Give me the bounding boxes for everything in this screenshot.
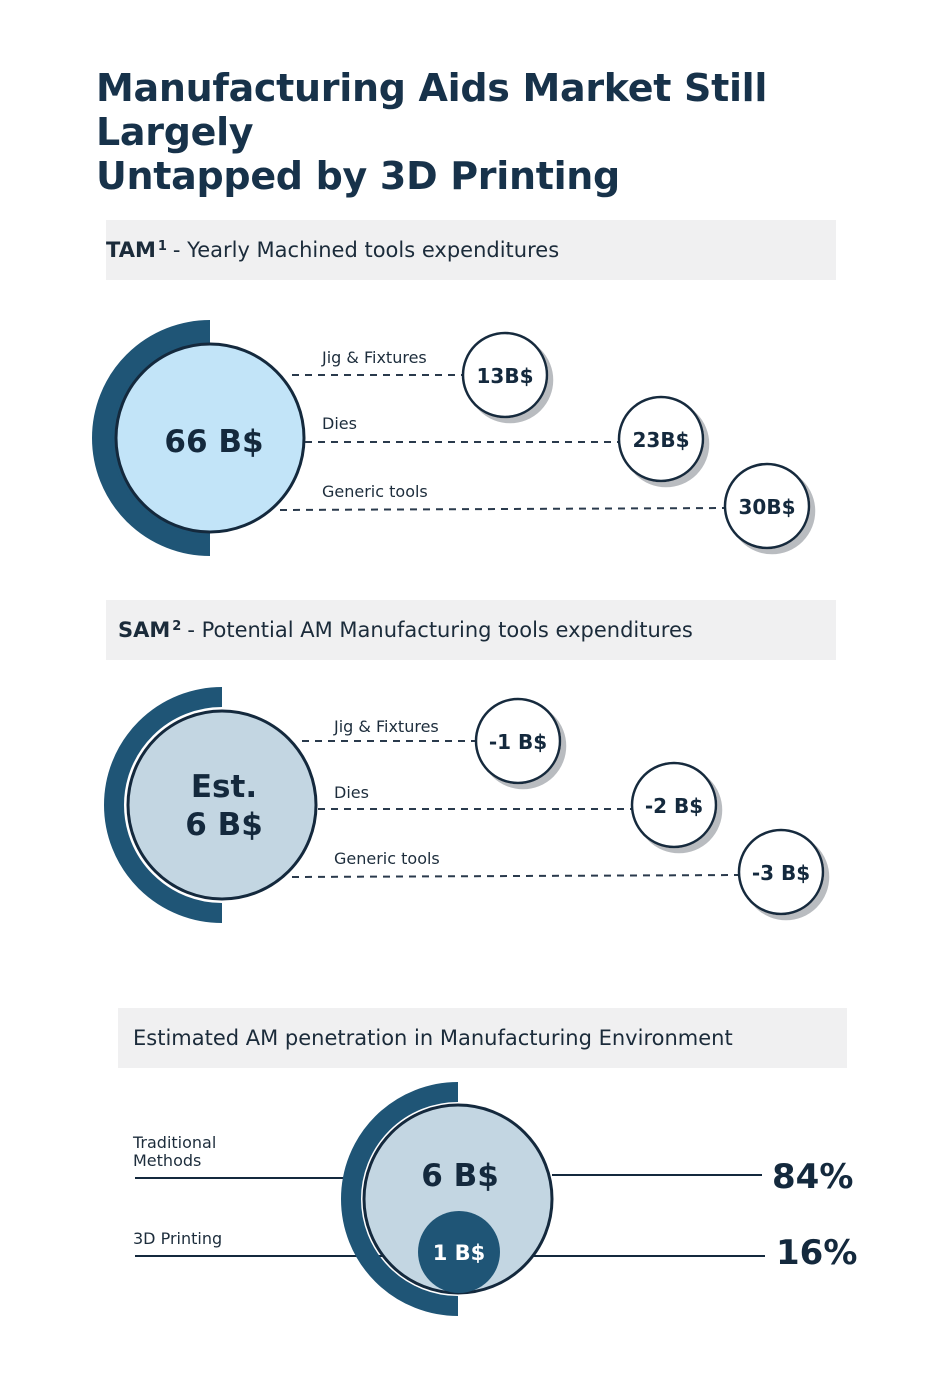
tam-circle-body xyxy=(114,342,306,534)
title-line-1: Manufacturing Aids Market Still Largely xyxy=(96,66,768,154)
penetration-header: Estimated AM penetration in Manufacturin… xyxy=(118,1008,847,1068)
sam-label-generic-tools: Generic tools xyxy=(334,849,440,868)
page-title: Manufacturing Aids Market Still Largely … xyxy=(96,66,896,198)
sam-value-jig-fixtures: -1 B$ xyxy=(489,730,547,754)
am-share-value: 1 B$ xyxy=(433,1241,486,1265)
penetration-circle-body xyxy=(362,1103,554,1295)
sam-total-line-1: Est. xyxy=(191,769,257,805)
am-percentage: 16% xyxy=(776,1233,857,1273)
tam-description: - Yearly Machined tools expenditures xyxy=(172,238,560,262)
tam-value-bubble-generic-tools: 30B$ xyxy=(723,462,811,550)
tam-value-bubble-dies: 23B$ xyxy=(617,395,705,483)
tam-value-bubble-jig-fixtures: 13B$ xyxy=(461,331,549,419)
sam-label-dies: Dies xyxy=(334,783,369,802)
tam-header: TAM 1 - Yearly Machined tools expenditur… xyxy=(106,220,836,280)
traditional-label-line-1: Traditional xyxy=(132,1133,216,1152)
sam-total-line-2: 6 B$ xyxy=(185,807,263,843)
penetration-arc xyxy=(341,1082,459,1316)
sam-value-bubble-jig-fixtures: -1 B$ xyxy=(474,697,562,785)
sam-value-bubble-generic-tools: -3 B$ xyxy=(737,828,825,916)
penetration-title: Estimated AM penetration in Manufacturin… xyxy=(133,1026,733,1050)
sam-total-circle: Est. 6 B$ xyxy=(104,687,318,923)
traditional-percentage: 84% xyxy=(772,1157,853,1197)
tam-footnote-marker: 1 xyxy=(157,238,167,254)
title-line-2: Untapped by 3D Printing xyxy=(96,154,620,198)
tam-value-generic-tools: 30B$ xyxy=(739,495,796,519)
tam-value-dies: 23B$ xyxy=(633,428,690,452)
tam-abbr: TAM xyxy=(106,238,156,262)
sam-arc xyxy=(104,687,223,923)
tam-value-jig-fixtures: 13B$ xyxy=(477,364,534,388)
sam-label-jig-fixtures: Jig & Fixtures xyxy=(333,717,439,736)
sam-circle-body xyxy=(126,709,318,901)
tam-label-dies: Dies xyxy=(322,414,357,433)
tam-label-jig-fixtures: Jig & Fixtures xyxy=(321,348,427,367)
sam-value-generic-tools: -3 B$ xyxy=(752,861,810,885)
am-label: 3D Printing xyxy=(133,1229,222,1248)
sam-value-dies: -2 B$ xyxy=(645,794,703,818)
penetration-total-value: 6 B$ xyxy=(421,1158,499,1194)
sam-abbr: SAM xyxy=(118,618,171,642)
penetration-total-circle: 6 B$ xyxy=(341,1082,554,1316)
tam-total-circle: 66 B$ xyxy=(92,320,306,556)
sam-connector-3 xyxy=(291,874,741,878)
tam-total-value: 66 B$ xyxy=(164,424,263,460)
tam-connector-3 xyxy=(279,507,727,511)
sam-header: SAM 2 - Potential AM Manufacturing tools… xyxy=(106,600,836,660)
am-share-circle: 1 B$ xyxy=(418,1211,500,1293)
sam-footnote-marker: 2 xyxy=(172,618,182,634)
am-share-disc xyxy=(418,1211,500,1293)
tam-label-generic-tools: Generic tools xyxy=(322,482,428,501)
sam-value-bubble-dies: -2 B$ xyxy=(630,761,718,849)
traditional-label-line-2: Methods xyxy=(133,1151,201,1170)
sam-description: - Potential AM Manufacturing tools expen… xyxy=(187,618,693,642)
